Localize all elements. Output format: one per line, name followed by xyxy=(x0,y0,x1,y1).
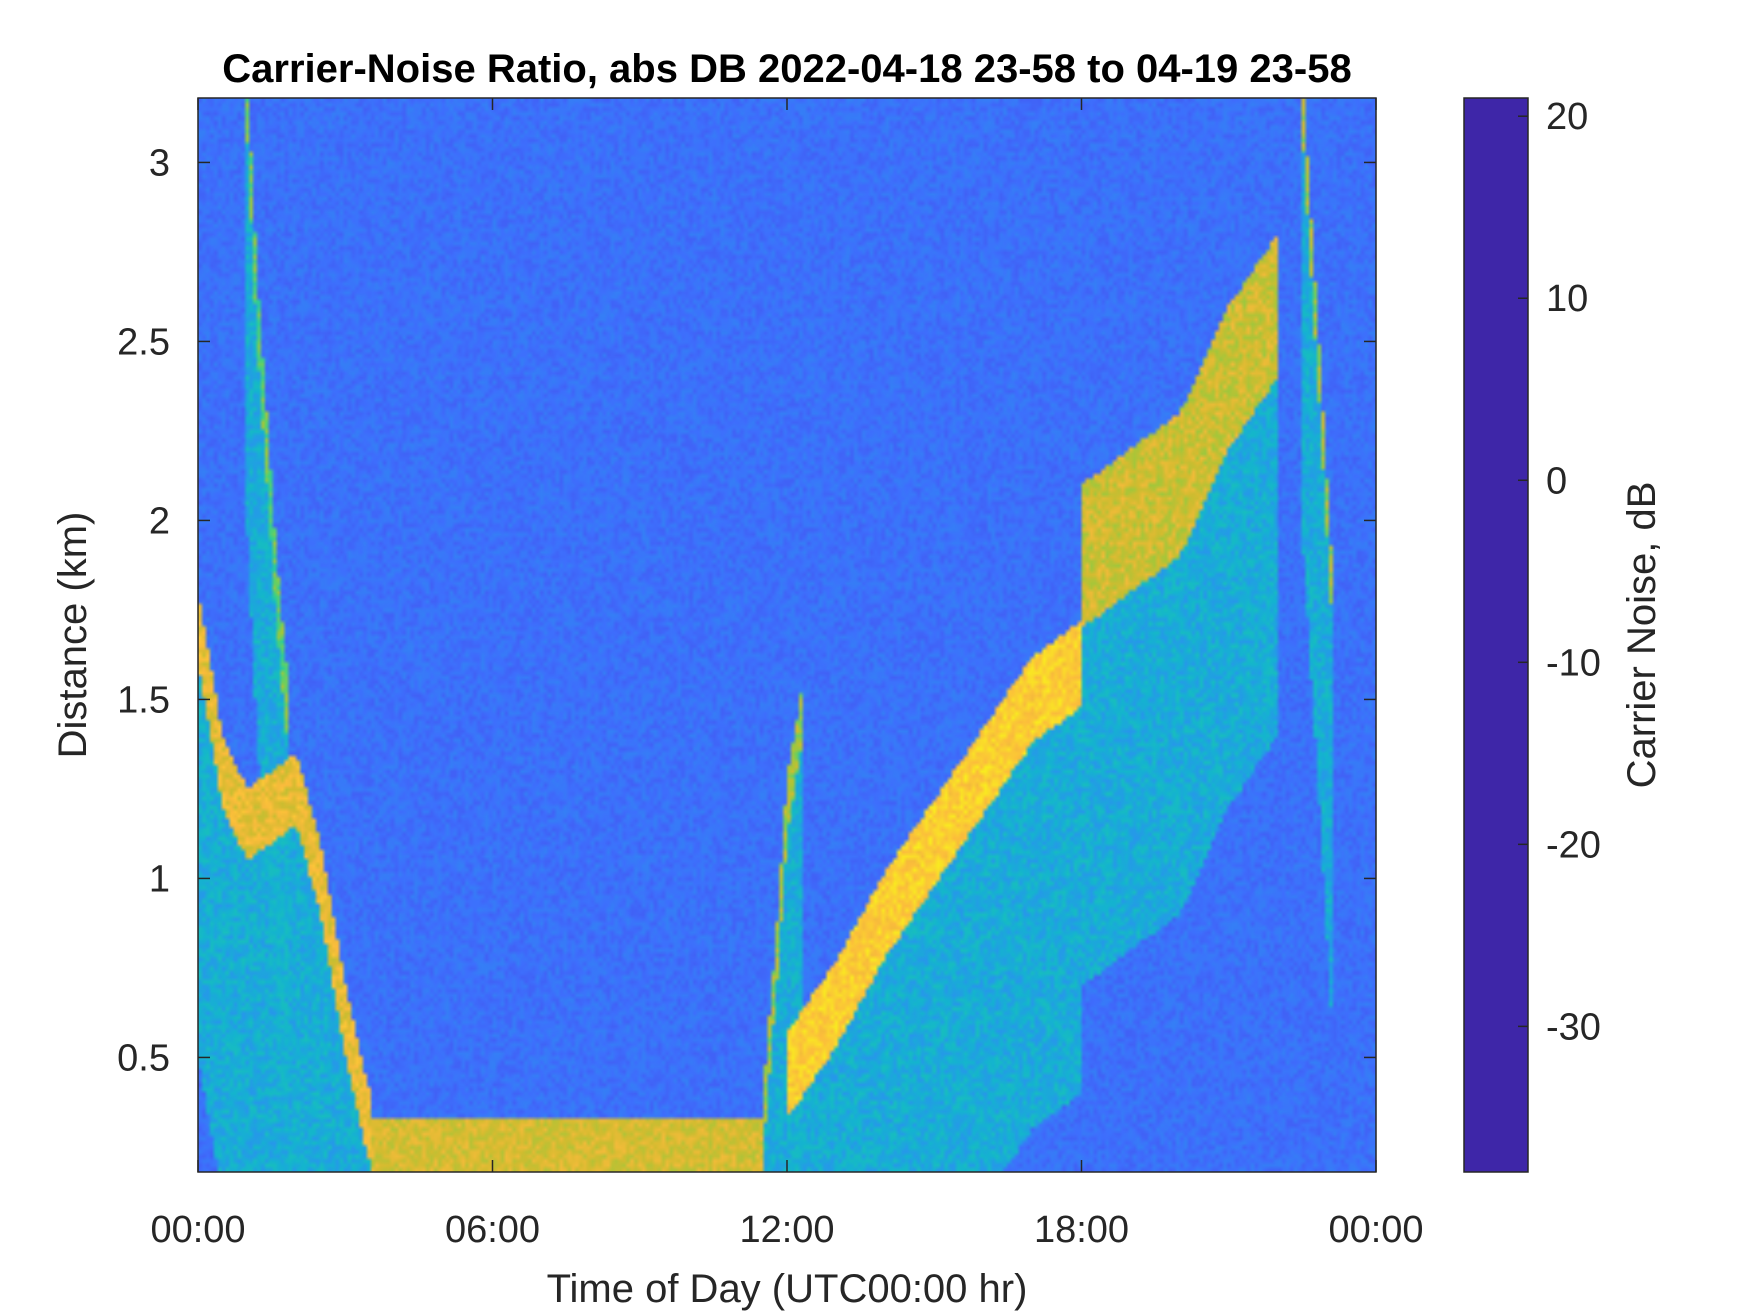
colorbar-tick-label: -30 xyxy=(1546,1006,1601,1048)
y-tick-label: 0.5 xyxy=(117,1037,170,1079)
x-tick-label: 00:00 xyxy=(1328,1209,1423,1251)
y-axis-label: Distance (km) xyxy=(51,512,95,759)
colorbar-tick-label: 0 xyxy=(1546,460,1567,502)
x-tick-label: 06:00 xyxy=(445,1209,540,1251)
colorbar-tick-label: 10 xyxy=(1546,278,1588,320)
y-tick-label: 1.5 xyxy=(117,679,170,721)
colorbar-label: Carrier Noise, dB xyxy=(1620,482,1664,789)
x-tick-label: 12:00 xyxy=(739,1209,834,1251)
colorbar: 20 10 0 -10 -20 -30 Carrier Noise, dB xyxy=(1463,96,1664,1173)
chart-title: Carrier-Noise Ratio, abs DB 2022-04-18 2… xyxy=(222,47,1351,91)
colorbar-ticks: 20 10 0 -10 -20 -30 xyxy=(1518,96,1601,1048)
y-tick-label: 1 xyxy=(149,858,170,900)
y-axis: 0.5 1 1.5 2 2.5 3 xyxy=(117,142,1376,1079)
colorbar-tick-label: 20 xyxy=(1546,96,1588,138)
y-tick-label: 2 xyxy=(149,500,170,542)
colorbar-tick-label: -20 xyxy=(1546,824,1601,866)
x-tick-label: 18:00 xyxy=(1034,1209,1129,1251)
plot-area xyxy=(197,97,1377,1173)
colorbar-tick-label: -10 xyxy=(1546,642,1601,684)
y-tick-label: 2.5 xyxy=(117,321,170,363)
x-axis: 00:00 06:00 12:00 18:00 00:00 xyxy=(150,98,1424,1251)
colorbar-gradient xyxy=(1463,97,1529,1173)
heatmap-image xyxy=(198,98,1376,1172)
x-tick-label: 00:00 xyxy=(150,1209,245,1251)
y-tick-label: 3 xyxy=(149,142,170,184)
x-axis-label: Time of Day (UTC00:00 hr) xyxy=(547,1267,1028,1311)
